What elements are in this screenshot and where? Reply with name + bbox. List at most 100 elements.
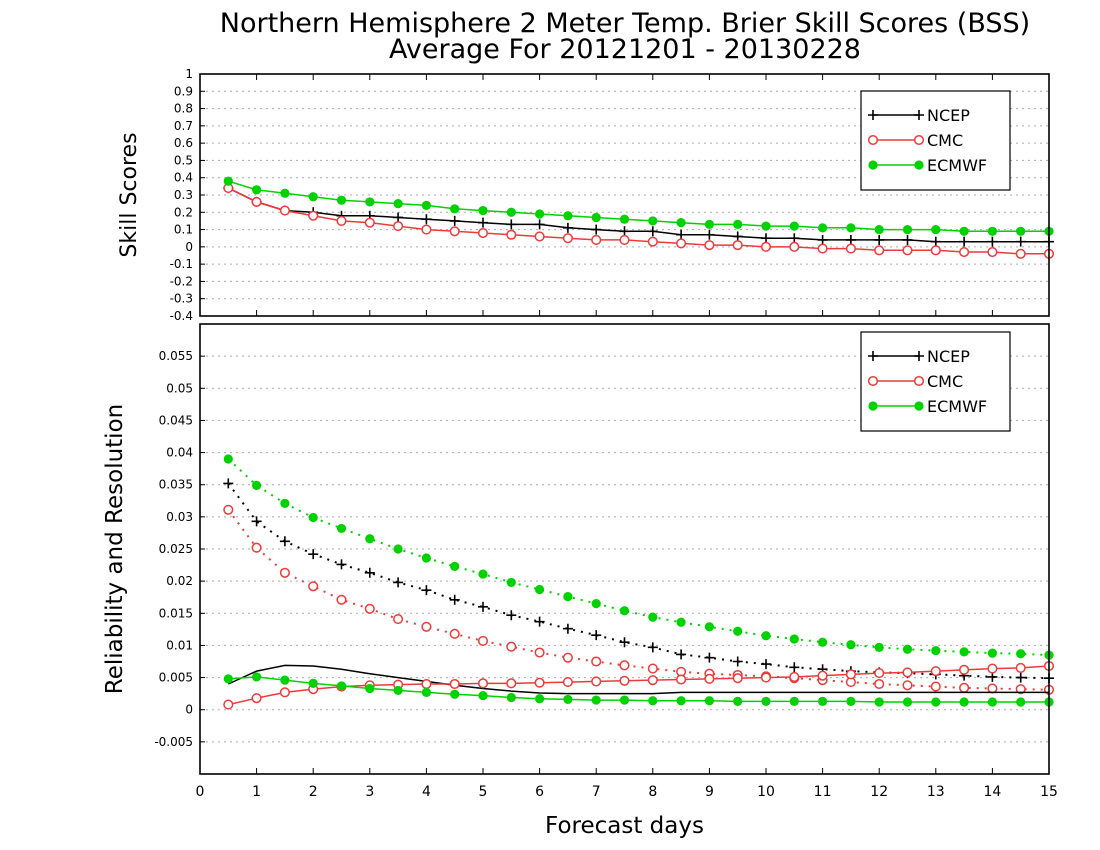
data-point-ncep bbox=[874, 234, 885, 245]
data-point-ecmwf bbox=[648, 216, 658, 226]
y-tick-label: -0.3 bbox=[170, 292, 193, 306]
x-tick-label: 4 bbox=[422, 784, 431, 800]
data-point-ecmwf bbox=[846, 640, 856, 650]
data-point-ecmwf bbox=[931, 697, 941, 707]
data-point-ncep bbox=[478, 217, 488, 228]
data-point-ecmwf bbox=[704, 696, 715, 706]
data-point-ncep bbox=[647, 226, 658, 237]
series-line-ncep bbox=[227, 664, 1049, 695]
x-tick-label: 15 bbox=[1040, 784, 1058, 800]
y-tick-label: 0.9 bbox=[174, 84, 193, 98]
data-point-cmc bbox=[308, 210, 319, 221]
x-tick-label: 1 bbox=[252, 784, 261, 800]
data-point-cmc bbox=[534, 647, 545, 658]
y-tick-label: 0.025 bbox=[159, 542, 193, 556]
data-point-ecmwf bbox=[308, 192, 318, 202]
data-point-cmc bbox=[845, 669, 856, 680]
x-tick-label: 13 bbox=[927, 784, 945, 800]
x-tick-label: 6 bbox=[535, 784, 544, 800]
data-point-ncep bbox=[676, 229, 687, 240]
data-point-cmc bbox=[336, 594, 347, 605]
data-point-ecmwf bbox=[733, 626, 743, 636]
data-point-ecmwf bbox=[308, 512, 318, 523]
x-tick-label: 0 bbox=[196, 784, 205, 800]
x-tick-label: 2 bbox=[309, 784, 318, 800]
data-point-ecmwf bbox=[931, 224, 941, 235]
data-point-cmc bbox=[393, 221, 404, 232]
data-point-ncep bbox=[562, 222, 573, 233]
data-point-ecmwf bbox=[478, 690, 488, 701]
y-tick-label: -0.4 bbox=[170, 309, 193, 323]
data-point-ncep bbox=[393, 212, 404, 223]
data-point-ncep bbox=[393, 577, 404, 588]
data-point-cmc bbox=[449, 678, 460, 690]
data-point-ecmwf bbox=[252, 672, 262, 682]
legend-label-cmc: CMC bbox=[927, 372, 963, 391]
data-point-ecmwf bbox=[789, 221, 799, 231]
data-point-cmc bbox=[987, 683, 998, 694]
legend-marker-ecmwf bbox=[914, 160, 924, 170]
data-point-cmc bbox=[1015, 662, 1026, 673]
data-point-cmc bbox=[902, 667, 913, 678]
y-tick-label: -0.2 bbox=[170, 274, 193, 288]
data-point-cmc bbox=[251, 196, 262, 207]
data-point-ncep bbox=[506, 219, 517, 230]
data-point-ecmwf bbox=[478, 205, 488, 216]
data-point-cmc bbox=[732, 673, 743, 684]
data-point-cmc bbox=[534, 231, 545, 242]
data-point-ncep bbox=[789, 233, 800, 244]
y-tick-label: 0.7 bbox=[174, 119, 193, 133]
data-point-ecmwf bbox=[421, 553, 431, 563]
data-point-cmc bbox=[223, 504, 234, 515]
data-point-ncep bbox=[591, 224, 602, 235]
y-tick-label: 0 bbox=[185, 240, 193, 254]
data-point-ecmwf bbox=[987, 697, 998, 707]
data-point-cmc bbox=[959, 682, 970, 693]
data-point-ecmwf bbox=[478, 569, 488, 579]
data-point-cmc bbox=[902, 245, 913, 256]
data-point-cmc bbox=[959, 246, 970, 258]
data-point-cmc bbox=[987, 663, 998, 674]
y-tick-label: 0.04 bbox=[166, 446, 193, 460]
legend-marker-ncep bbox=[914, 351, 924, 361]
y-tick-label: 0.05 bbox=[166, 381, 193, 395]
data-point-cmc bbox=[591, 676, 602, 687]
data-point-cmc bbox=[591, 656, 602, 667]
data-point-cmc bbox=[845, 243, 856, 254]
legend-marker-cmc bbox=[913, 134, 925, 146]
legend-marker-cmc bbox=[913, 375, 925, 387]
data-point-ecmwf bbox=[563, 694, 573, 705]
data-point-ecmwf bbox=[223, 454, 233, 464]
data-point-cmc bbox=[704, 240, 715, 251]
x-tick-label: 14 bbox=[983, 784, 1001, 800]
data-point-ecmwf bbox=[252, 185, 262, 195]
legend-marker-ecmwf bbox=[868, 160, 878, 170]
data-point-cmc bbox=[421, 621, 432, 632]
data-point-cmc bbox=[477, 227, 489, 239]
data-point-ncep bbox=[1015, 672, 1026, 683]
y-tick-label: -0.1 bbox=[170, 257, 193, 271]
data-point-ecmwf bbox=[676, 617, 686, 627]
data-point-ecmwf bbox=[959, 647, 969, 657]
data-point-ncep bbox=[591, 630, 602, 641]
data-point-cmc bbox=[279, 567, 290, 578]
data-point-ecmwf bbox=[336, 681, 347, 691]
data-point-ecmwf bbox=[704, 219, 715, 229]
data-point-ecmwf bbox=[506, 692, 516, 703]
data-point-cmc bbox=[279, 205, 290, 216]
data-point-ecmwf bbox=[733, 219, 743, 229]
data-point-ncep bbox=[732, 656, 743, 667]
data-point-cmc bbox=[874, 245, 885, 256]
x-tick-label: 7 bbox=[592, 784, 601, 800]
data-point-cmc bbox=[251, 693, 262, 704]
data-point-ecmwf bbox=[761, 631, 771, 641]
data-point-cmc bbox=[760, 241, 772, 252]
data-point-cmc bbox=[789, 671, 800, 682]
y-tick-label: 0.03 bbox=[166, 510, 193, 524]
legend-marker-ecmwf bbox=[868, 401, 878, 411]
data-point-ecmwf bbox=[761, 221, 771, 231]
data-point-ecmwf bbox=[1016, 697, 1026, 707]
data-point-cmc bbox=[534, 677, 545, 688]
y-tick-label: 0.055 bbox=[159, 349, 193, 363]
